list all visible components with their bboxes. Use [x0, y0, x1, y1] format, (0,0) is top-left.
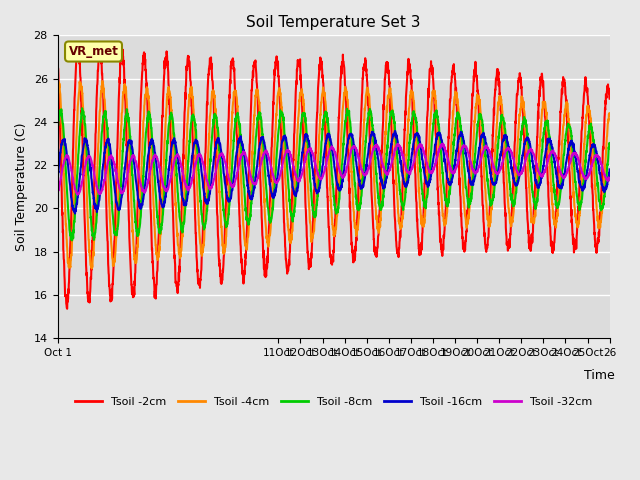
Title: Soil Temperature Set 3: Soil Temperature Set 3: [246, 15, 421, 30]
Text: VR_met: VR_met: [68, 45, 118, 58]
Legend: Tsoil -2cm, Tsoil -4cm, Tsoil -8cm, Tsoil -16cm, Tsoil -32cm: Tsoil -2cm, Tsoil -4cm, Tsoil -8cm, Tsoi…: [70, 392, 597, 411]
X-axis label: Time: Time: [584, 369, 615, 382]
Y-axis label: Soil Temperature (C): Soil Temperature (C): [15, 122, 28, 251]
